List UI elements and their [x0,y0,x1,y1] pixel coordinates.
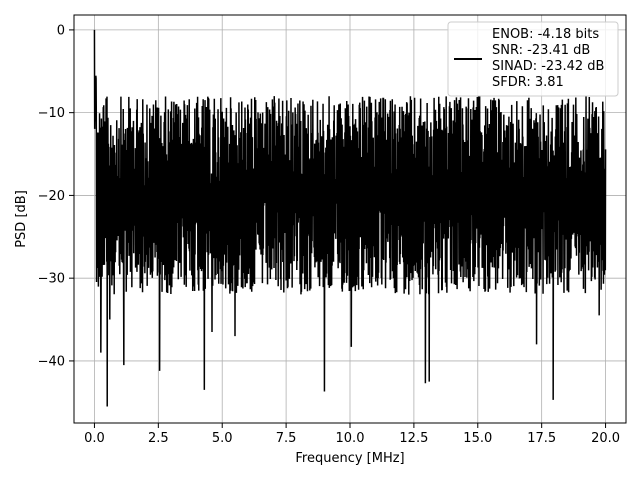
x-tick-label: 20.0 [591,431,620,446]
y-axis-ticks: 0 −10 −20 −30 −40 [38,23,74,369]
legend-text-snr: SNR: -23.41 dB [492,43,590,58]
y-tick-label: −20 [38,189,65,204]
legend-text-sfdr: SFDR: 3.81 [492,75,564,90]
legend-text-enob: ENOB: -4.18 bits [492,27,599,42]
x-tick-label: 12.5 [399,431,428,446]
y-tick-label: −10 [38,106,65,121]
y-axis-label: PSD [dB] [14,190,29,248]
x-tick-label: 10.0 [336,431,365,446]
y-tick-label: −40 [38,354,65,369]
legend-box [447,21,619,97]
x-axis-ticks: 0.0 2.5 5.0 7.5 10.0 12.5 15.0 17.5 20.0 [84,423,620,446]
y-tick-label: 0 [57,23,65,38]
x-tick-label: 17.5 [527,431,556,446]
x-tick-label: 0.0 [84,431,105,446]
x-tick-label: 5.0 [212,431,233,446]
legend-text-sinad: SINAD: -23.42 dB [492,59,604,74]
x-tick-label: 2.5 [148,431,169,446]
plot-frame [73,14,627,424]
y-tick-label: −30 [38,272,65,287]
x-axis-label: Frequency [MHz] [295,451,404,466]
legend: ENOB: -4.18 bits SNR: -23.41 dB SINAD: -… [447,21,619,97]
x-tick-label: 15.0 [463,431,492,446]
psd-series-line [93,29,607,407]
x-tick-label: 7.5 [276,431,297,446]
